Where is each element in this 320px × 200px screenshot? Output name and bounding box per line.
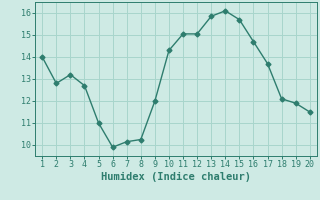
X-axis label: Humidex (Indice chaleur): Humidex (Indice chaleur) (101, 172, 251, 182)
